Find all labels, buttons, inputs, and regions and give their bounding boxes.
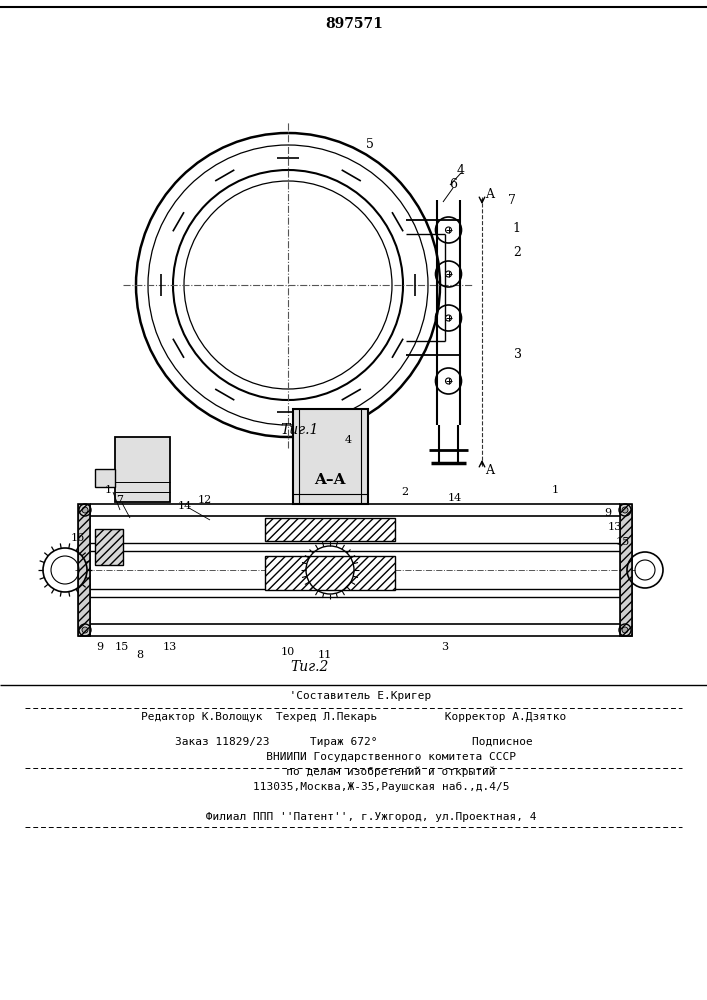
Bar <box>265 556 395 590</box>
Circle shape <box>622 507 628 513</box>
Bar <box>78 504 90 636</box>
Text: 12: 12 <box>198 495 212 505</box>
Circle shape <box>445 227 452 233</box>
Circle shape <box>82 507 88 513</box>
Bar <box>620 504 632 636</box>
Text: 14: 14 <box>448 493 462 503</box>
Text: 1: 1 <box>512 222 520 234</box>
Text: 15: 15 <box>115 642 129 652</box>
Bar <box>95 469 115 487</box>
Bar <box>95 529 123 565</box>
Text: 113035,Москва,Ж-35,Раушская наб.,д.4/5: 113035,Москва,Ж-35,Раушская наб.,д.4/5 <box>199 782 509 792</box>
Bar <box>78 504 90 636</box>
Text: Филиал ППП ''Патент'', г.Ужгород, ул.Проектная, 4: Филиал ППП ''Патент'', г.Ужгород, ул.Про… <box>172 812 536 822</box>
Text: 9: 9 <box>604 508 612 518</box>
Text: 1: 1 <box>551 485 559 495</box>
Text: A: A <box>486 188 494 200</box>
Text: 8: 8 <box>136 650 144 660</box>
Text: 1: 1 <box>105 485 112 495</box>
Text: 13: 13 <box>608 522 622 532</box>
Text: 4: 4 <box>457 163 465 176</box>
Bar <box>620 504 632 636</box>
Text: 16: 16 <box>71 533 85 543</box>
Text: ВНИИПИ Государственного комитета СССР: ВНИИПИ Государственного комитета СССР <box>192 752 516 762</box>
Circle shape <box>445 271 452 277</box>
Text: 11: 11 <box>318 650 332 660</box>
Text: 5: 5 <box>366 138 374 151</box>
Text: по делам изобретений и открытий: по делам изобретений и открытий <box>212 767 496 777</box>
Text: Τиг.1: Τиг.1 <box>281 423 319 437</box>
Bar <box>293 409 368 504</box>
Text: A: A <box>486 464 494 477</box>
Text: 6: 6 <box>449 178 457 192</box>
Circle shape <box>445 378 452 384</box>
Text: 'Составитель Е.Кригер: 'Составитель Е.Кригер <box>276 691 432 701</box>
Text: A–A: A–A <box>314 473 346 487</box>
Text: 897571: 897571 <box>325 17 383 31</box>
Bar <box>95 529 123 565</box>
Text: Τиг.2: Τиг.2 <box>291 660 329 674</box>
Circle shape <box>622 627 628 633</box>
Circle shape <box>82 627 88 633</box>
Bar <box>265 518 395 541</box>
Text: Заказ 11829/23      Тираж 672°              Подписное: Заказ 11829/23 Тираж 672° Подписное <box>175 737 533 747</box>
Text: 15: 15 <box>616 537 630 547</box>
Text: 13: 13 <box>163 642 177 652</box>
Text: 2: 2 <box>402 487 409 497</box>
Text: 7: 7 <box>117 495 124 505</box>
Text: 10: 10 <box>281 647 295 657</box>
Text: 9: 9 <box>96 642 103 652</box>
Text: 2: 2 <box>513 245 521 258</box>
Text: Редактор К.Волощук  Техред Л.Пекарь          Корректор А.Дзятко: Редактор К.Волощук Техред Л.Пекарь Корре… <box>141 712 566 722</box>
Text: 7: 7 <box>508 194 516 207</box>
Text: 4: 4 <box>344 435 351 445</box>
Circle shape <box>445 315 452 321</box>
Text: 3: 3 <box>441 642 448 652</box>
Text: 14: 14 <box>178 501 192 511</box>
Text: 3: 3 <box>514 349 522 361</box>
Bar <box>115 437 170 502</box>
